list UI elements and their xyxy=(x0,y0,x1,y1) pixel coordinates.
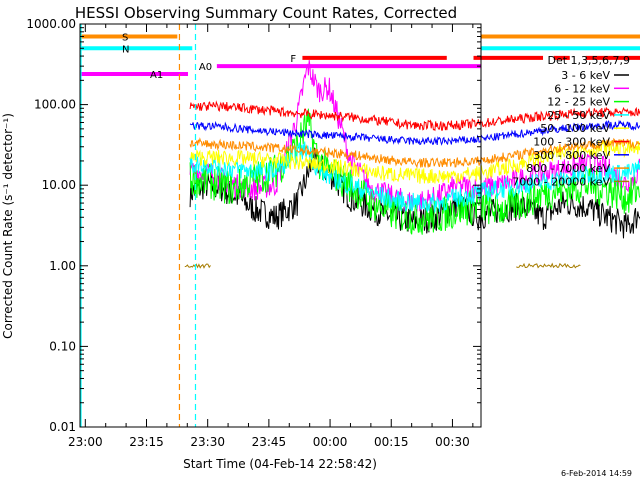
series-line-8-seg-0 xyxy=(184,263,211,269)
x-tick-label-3: 23:45 xyxy=(252,435,287,449)
y-axis: 1000.00 100.00 10.00 1.00 0.10 0.01 xyxy=(26,17,481,434)
plot-marks xyxy=(184,60,640,269)
legend-label-5: 100 - 300 keV xyxy=(533,136,610,149)
status-label-0: S xyxy=(122,32,128,43)
legend-label-6: 300 - 800 keV xyxy=(533,149,610,162)
y-tick-label-1: 100.00 xyxy=(34,98,76,112)
x-tick-label-0: 23:00 xyxy=(68,435,103,449)
status-label-2: F xyxy=(290,54,296,65)
status-label-1: N xyxy=(122,44,129,55)
legend-title: Det 1,3,5,6,7,9 xyxy=(547,54,630,67)
series-line-0 xyxy=(189,147,640,239)
series-line-6 xyxy=(189,119,640,146)
attenuator-status-lines: SN F A0 A1 xyxy=(80,32,640,81)
plot-frame xyxy=(79,23,482,428)
x-tick-label-6: 00:30 xyxy=(435,435,470,449)
legend-label-2: 12 - 25 keV xyxy=(547,96,610,109)
x-axis: 23:00 23:15 23:30 23:45 00:00 00:15 00:30 xyxy=(68,24,474,449)
series-line-2 xyxy=(189,108,640,235)
y-tick-label-0: 1000.00 xyxy=(26,17,76,31)
status-label-3: A0 xyxy=(199,62,212,73)
x-tick-label-1: 23:15 xyxy=(129,435,164,449)
x-tick-label-4: 00:00 xyxy=(313,435,348,449)
y-tick-label-2: 10.00 xyxy=(42,178,76,192)
series-line-4 xyxy=(189,139,640,184)
date-stamp: 6-Feb-2014 14:59 xyxy=(561,469,632,478)
legend-label-0: 3 - 6 keV xyxy=(561,69,610,82)
series-line-7 xyxy=(189,137,640,169)
legend-label-4: 50 - 100 keV xyxy=(540,122,610,135)
status-label-4: A1 xyxy=(150,70,163,81)
legend-label-1: 6 - 12 keV xyxy=(554,82,610,95)
legend-label-3: 25 - 50 keV xyxy=(547,109,610,122)
x-axis-label: Start Time (04-Feb-14 22:58:42) xyxy=(183,457,377,471)
series-line-8-seg-1 xyxy=(516,262,581,269)
legend-label-7: 800 - 7000 keV xyxy=(526,162,610,175)
y-axis-label: Corrected Count Rate (s⁻¹ detector⁻¹) xyxy=(1,113,15,339)
x-tick-label-2: 23:30 xyxy=(190,435,225,449)
y-tick-label-5: 0.01 xyxy=(49,420,76,434)
chart-title: HESSI Observing Summary Count Rates, Cor… xyxy=(75,4,457,22)
y-tick-label-4: 0.10 xyxy=(49,339,76,353)
series-line-5 xyxy=(189,100,640,132)
y-tick-label-3: 1.00 xyxy=(49,259,76,273)
vertical-markers xyxy=(80,24,197,427)
x-tick-label-5: 00:15 xyxy=(374,435,409,449)
legend-label-8: 7000 - 20000 keV xyxy=(512,175,610,188)
